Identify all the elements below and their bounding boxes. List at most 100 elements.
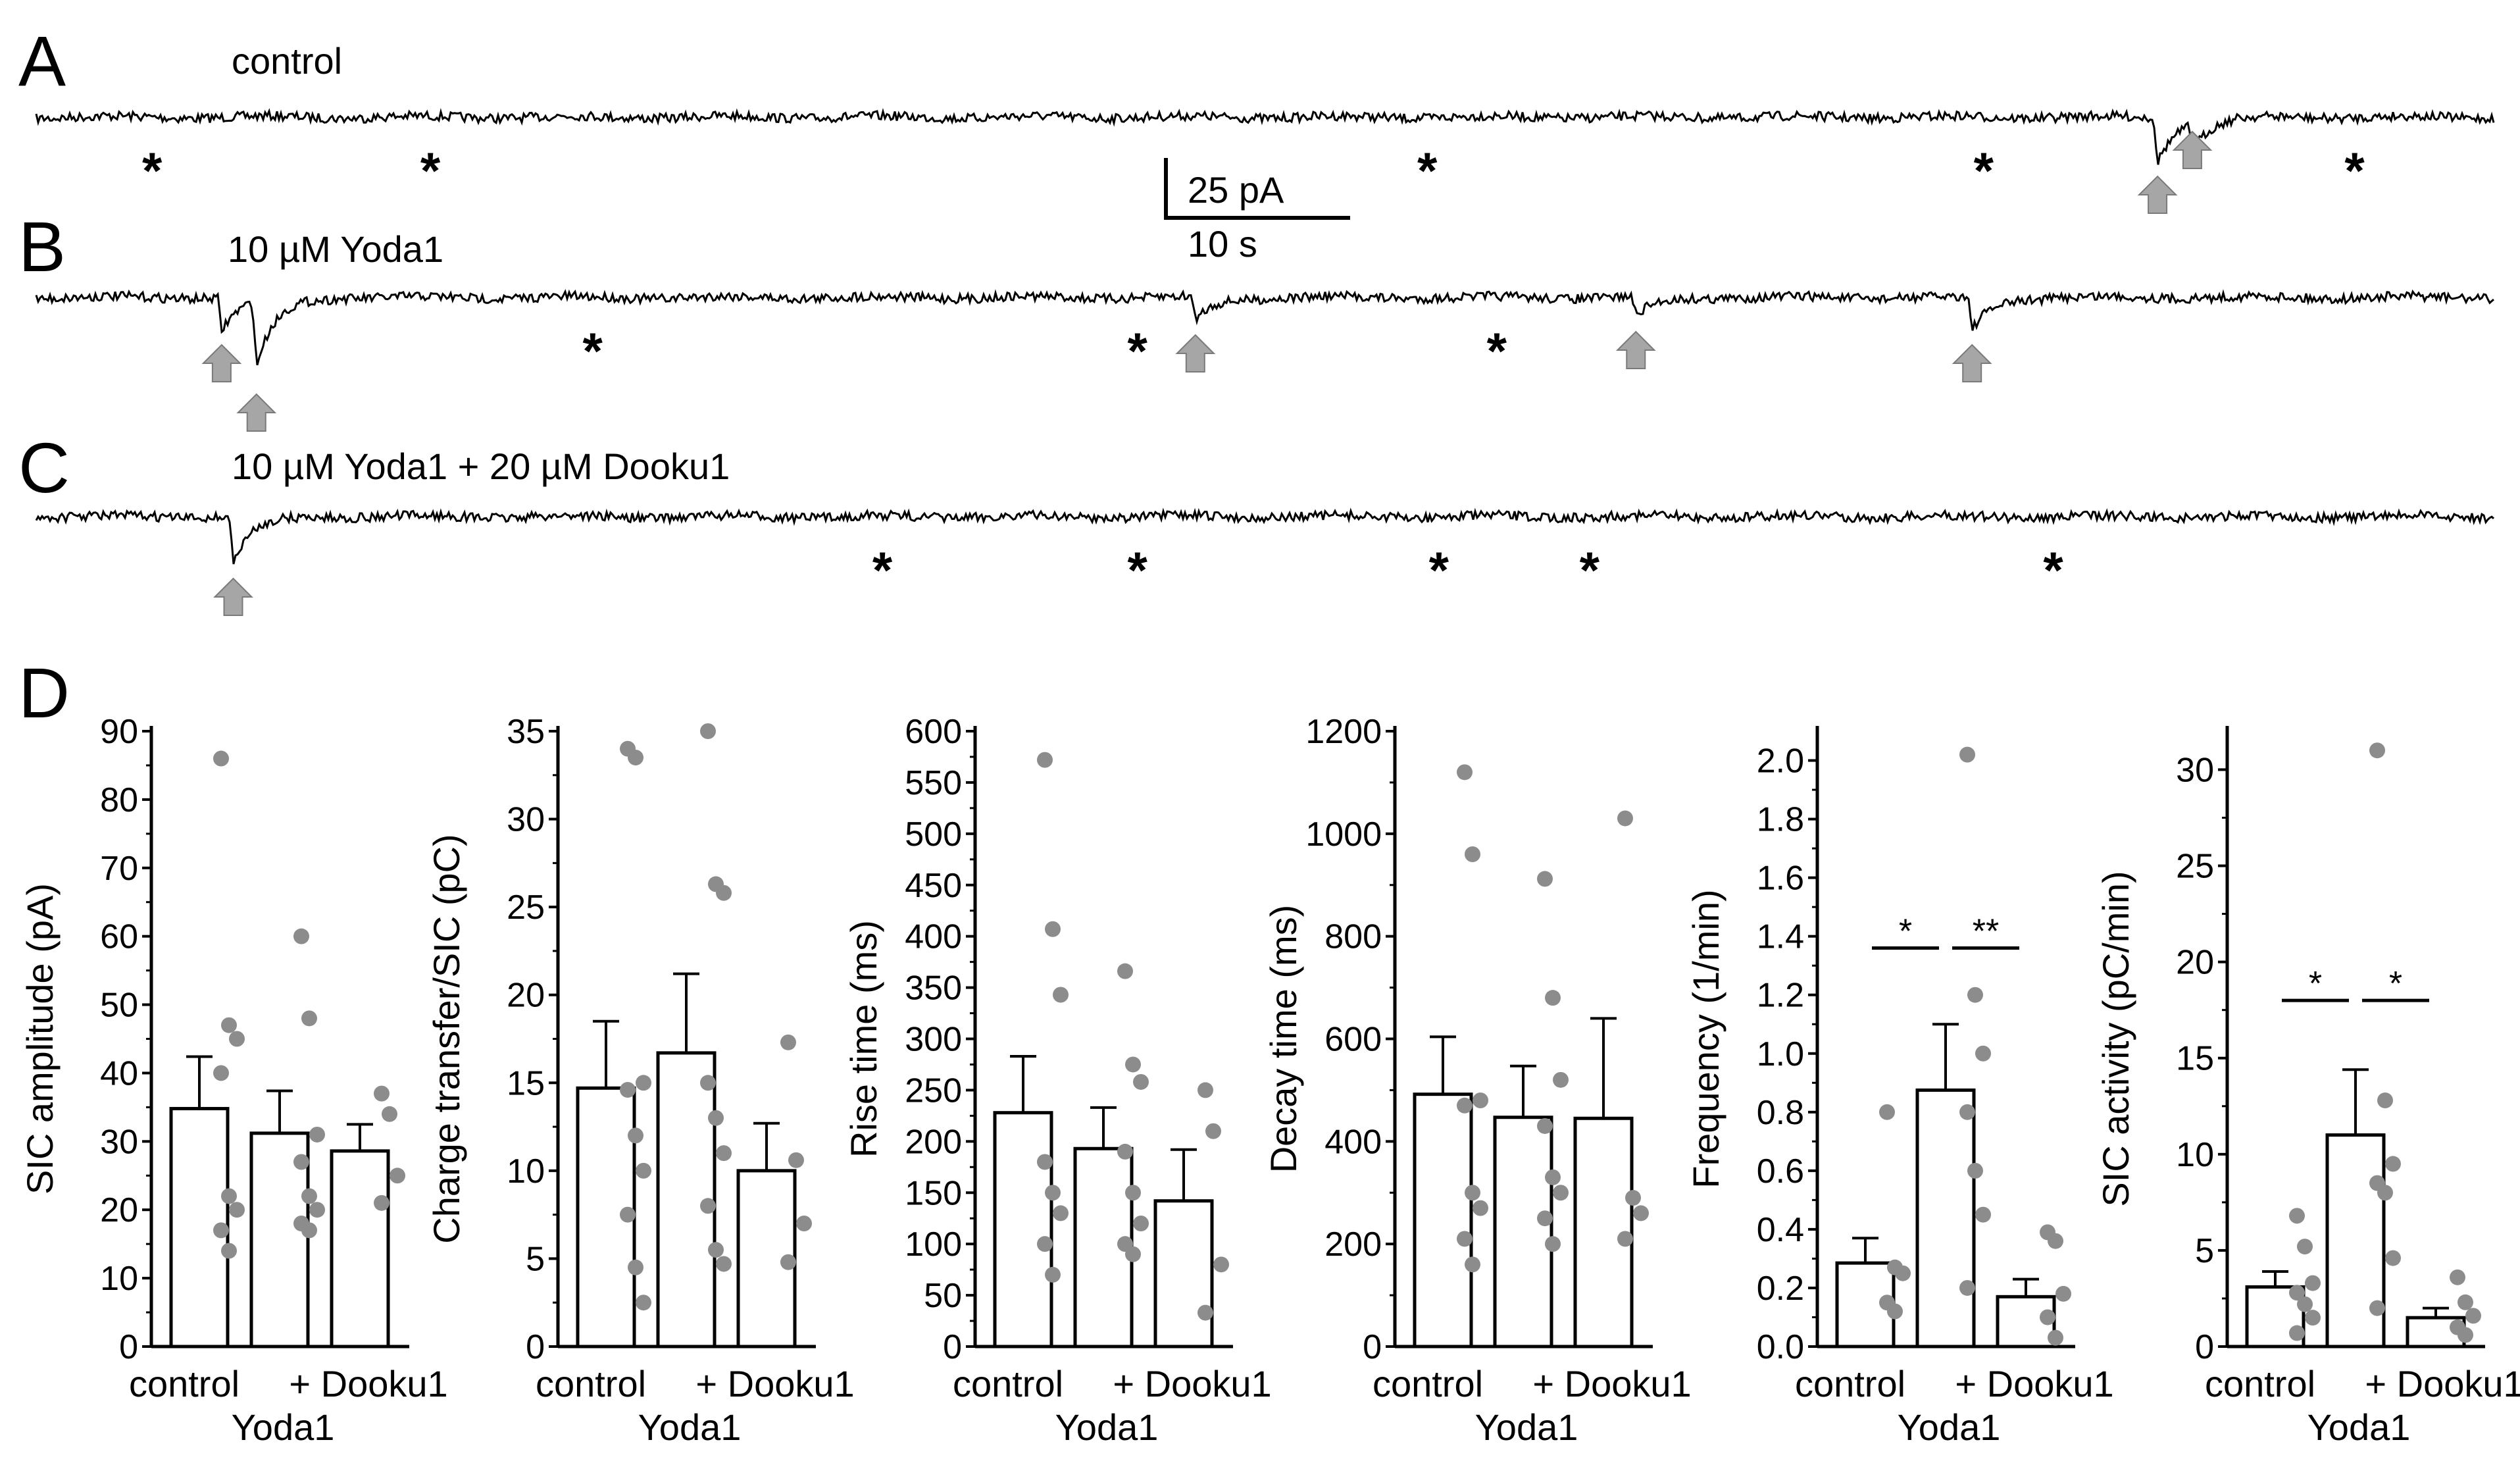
data-point (1037, 1236, 1053, 1252)
data-point (1465, 1185, 1480, 1201)
trace-c-condition: 10 µM Yoda1 + 20 µM Dooku1 (232, 446, 730, 487)
scale-bar: 25 pA 10 s (1164, 158, 1350, 265)
data-point (1553, 1071, 1569, 1088)
chart-6: 0 5 10 15 20 25 30 SIC activity (pC/min) control… (2095, 726, 2520, 1448)
x-label-control: control (1795, 1363, 1905, 1404)
data-point (221, 1243, 237, 1259)
y-tick-label: 40 (100, 1054, 138, 1092)
trace-a: * * * * * (35, 107, 2495, 214)
sic-arrow (201, 344, 242, 382)
y-tick-label: 70 (100, 850, 138, 888)
x-group-label: Yoda1 (1055, 1406, 1159, 1448)
data-point (1473, 1200, 1488, 1216)
data-point (2385, 1250, 2401, 1266)
data-point (780, 1254, 796, 1270)
data-point (1133, 1216, 1149, 1231)
y-tick-label: 600 (905, 713, 962, 751)
x-label-dooku1: + Dooku1 (1955, 1363, 2113, 1404)
asterisk-marker: * (1974, 141, 1994, 199)
chart-5: 0.0 0.2 0.4 0.6 0.8 1.0 1.2 1.4 1.6 1.8 2.0 Frequen… (1685, 726, 2114, 1448)
data-point (1537, 1118, 1553, 1134)
data-point (1465, 1256, 1480, 1273)
panel-letter-b: B (18, 207, 66, 286)
data-point (382, 1106, 397, 1122)
data-point (628, 1259, 643, 1275)
data-point (1457, 1231, 1473, 1247)
chart-1: 0 10 20 30 40 50 60 70 80 90 SIC amplitude (pA) con… (19, 713, 448, 1448)
y-tick-label: 2.0 (1757, 742, 1804, 781)
data-point (1117, 963, 1133, 979)
y-tick-label: 80 (100, 781, 138, 819)
data-point (213, 1222, 229, 1239)
y-tick-label: 600 (1324, 1021, 1382, 1059)
x-group-label: Yoda1 (638, 1406, 742, 1448)
data-point (2289, 1285, 2305, 1301)
asterisk-marker: * (1128, 541, 1148, 599)
asterisk-marker: * (1429, 541, 1449, 599)
panel-letter-c: C (18, 428, 70, 507)
y-tick-label: 20 (2176, 944, 2214, 982)
y-tick-label: 10 (100, 1260, 138, 1298)
y-tick-label: 15 (507, 1064, 545, 1102)
data-point (1545, 1169, 1561, 1185)
data-point (229, 1031, 245, 1047)
scale-bar-time-label: 10 s (1188, 223, 1257, 265)
y-tick-label: 350 (905, 969, 962, 1008)
data-point (1465, 846, 1480, 862)
x-group-label: Yoda1 (232, 1406, 335, 1448)
asterisk-marker: * (582, 322, 603, 380)
asterisk-marker: * (142, 141, 163, 199)
y-tick-label: 20 (100, 1191, 138, 1229)
data-point (2369, 742, 2385, 759)
data-point (708, 1242, 724, 1258)
asterisk-marker: * (2344, 141, 2365, 199)
data-point (213, 750, 229, 767)
significance-label: * (1899, 912, 1912, 950)
data-point (1125, 1185, 1141, 1201)
data-point (2305, 1310, 2321, 1326)
asterisk-marker: * (420, 141, 441, 199)
data-point (1625, 1190, 1641, 1206)
data-point (620, 1206, 636, 1223)
data-point (1197, 1082, 1213, 1098)
sic-arrow (1175, 334, 1216, 373)
y-tick-label: 0 (2195, 1328, 2214, 1366)
data-point (221, 1188, 237, 1204)
y-tick-label: 1.8 (1757, 801, 1804, 839)
y-tick-label: 400 (905, 918, 962, 956)
chart-3: 0 50 100 150 200 250 300 350 400 450 500 550 600 Rise… (843, 713, 1272, 1448)
data-point (620, 1081, 636, 1098)
x-label-control: control (2205, 1363, 2315, 1404)
data-point (229, 1202, 245, 1218)
data-point (716, 885, 732, 901)
data-point (1117, 1143, 1133, 1160)
data-point (1959, 1279, 1975, 1296)
x-group-label: Yoda1 (1475, 1406, 1578, 1448)
trace-a-line (35, 107, 2495, 165)
data-point (1545, 990, 1561, 1006)
data-point (2297, 1239, 2313, 1255)
data-point (1633, 1205, 1649, 1221)
y-tick-label: 200 (905, 1123, 962, 1161)
y-tick-label: 0.6 (1757, 1152, 1804, 1191)
x-group-label: Yoda1 (2307, 1406, 2411, 1448)
y-tick-label: 1.6 (1757, 860, 1804, 898)
trace-b-line (35, 289, 2494, 366)
data-point (1545, 1236, 1561, 1252)
data-point (1125, 1056, 1141, 1073)
bar-control (993, 1111, 1053, 1349)
data-point (1053, 1205, 1069, 1221)
x-label-control: control (536, 1363, 646, 1404)
x-label-dooku1: + Dooku1 (695, 1363, 854, 1404)
data-point (2369, 1300, 2385, 1316)
data-point (1133, 1073, 1149, 1090)
y-axis-label: Frequency (1/min) (1685, 889, 1726, 1188)
y-tick-label: 0 (526, 1328, 545, 1366)
y-tick-label: 100 (905, 1225, 962, 1264)
bar-yoda1 (1915, 1088, 1976, 1349)
x-label-control: control (1373, 1363, 1483, 1404)
y-tick-label: 300 (905, 1021, 962, 1059)
data-point (1457, 1097, 1473, 1114)
y-tick-label: 10 (507, 1152, 545, 1191)
